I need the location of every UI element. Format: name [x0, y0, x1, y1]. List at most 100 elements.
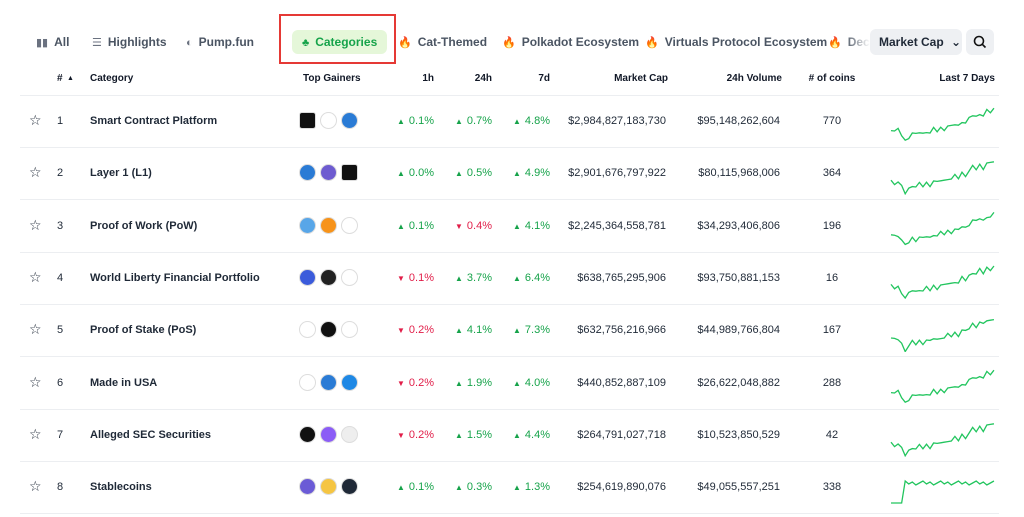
category-name[interactable]: Stablecoins: [90, 481, 152, 494]
sparkline-path: [890, 319, 995, 353]
trend-arrow: ▲: [455, 169, 463, 179]
volume: $44,989,766,804: [697, 324, 780, 337]
change-d7: ▲ 6.4%: [500, 271, 550, 286]
column-header[interactable]: 1h: [422, 73, 434, 84]
trend-arrow: ▲: [513, 326, 521, 336]
sparkline-path: [890, 107, 995, 141]
trend-arrow: ▼: [397, 378, 405, 388]
change-h1: ▼ 0.2%: [390, 376, 434, 391]
trend-arrow: ▼: [397, 326, 405, 336]
rank: 1: [57, 115, 64, 127]
tab-label: Virtuals Protocol Ecosystem: [664, 35, 828, 49]
category-name[interactable]: Made in USA: [90, 376, 158, 389]
trend-arrow: ▼: [397, 273, 405, 283]
column-header: Category: [90, 73, 134, 84]
category-name[interactable]: Smart Contract Platform: [90, 115, 218, 127]
volume: $80,115,968,006: [698, 167, 780, 180]
favorite-star[interactable]: ☆: [29, 373, 42, 390]
market-cap: $254,619,890,076: [577, 481, 666, 494]
favorite-star[interactable]: ☆: [29, 268, 42, 285]
tab-icon: 🔥: [828, 37, 842, 49]
gainer-icon: [341, 164, 358, 182]
tab[interactable]: ☰ Highlights: [92, 30, 167, 54]
category-name[interactable]: World Liberty Financial Portfolio: [90, 271, 260, 284]
change-value: 4.1%: [466, 324, 492, 337]
change-h1: ▲ 0.0%: [390, 166, 434, 181]
separator: [20, 461, 999, 462]
column-header[interactable]: # of coins: [808, 73, 856, 84]
separator: [20, 409, 999, 410]
gainer-icon: [299, 164, 316, 182]
change-value: 4.0%: [524, 376, 550, 389]
change-value: 6.4%: [524, 271, 550, 284]
change-value: 0.1%: [408, 115, 434, 127]
gainer-icon: [299, 268, 316, 286]
sort-select[interactable]: Market Cap ⌄: [870, 29, 962, 55]
volume: $93,750,881,153: [697, 271, 780, 284]
trend-arrow: ▲: [513, 430, 521, 440]
coin-count: 364: [822, 167, 842, 180]
gainer-icon: [299, 373, 316, 391]
favorite-star[interactable]: ☆: [29, 164, 42, 181]
volume: $26,622,048,882: [697, 376, 780, 389]
search-button[interactable]: [966, 29, 994, 55]
sparkline-path: [890, 369, 995, 403]
column-header: Last 7 Days: [939, 73, 995, 84]
tab[interactable]: 🔥 Virtuals Protocol Ecosystem: [645, 30, 827, 54]
column-header[interactable]: Market Cap: [614, 73, 668, 84]
favorite-star[interactable]: ☆: [29, 425, 42, 442]
sparkline: [890, 319, 995, 353]
trend-arrow: ▲: [455, 117, 463, 126]
change-value: 0.2%: [408, 324, 434, 337]
gainer-icon: [320, 216, 337, 234]
trend-arrow: ▲: [513, 273, 521, 283]
favorite-star[interactable]: ☆: [29, 478, 42, 495]
coin-count: 288: [822, 376, 842, 389]
column-header[interactable]: 24h: [474, 73, 492, 84]
column-header[interactable]: #: [57, 73, 63, 84]
change-h24: ▼ 0.4%: [440, 219, 492, 234]
tab[interactable]: ♣ Categories: [292, 30, 388, 54]
change-value: 0.7%: [466, 115, 492, 127]
gainer-icon: [341, 478, 358, 496]
sparkline: [890, 369, 995, 403]
tab[interactable]: ◐ Pump.fun: [186, 30, 254, 54]
change-d7: ▲ 4.1%: [500, 219, 550, 234]
column-header[interactable]: 24h Volume: [726, 73, 782, 84]
change-value: 0.3%: [466, 481, 492, 494]
category-name[interactable]: Layer 1 (L1): [90, 167, 152, 180]
change-h24: ▲ 0.7%: [440, 114, 492, 129]
category-name[interactable]: Alleged SEC Securities: [90, 428, 212, 441]
change-value: 4.8%: [524, 115, 550, 127]
tab[interactable]: 🔥 Polkadot Ecosystem: [502, 30, 639, 54]
trend-arrow: ▲: [455, 378, 463, 388]
category-name[interactable]: Proof of Stake (PoS): [90, 324, 197, 337]
tab-label: Pump.fun: [198, 35, 254, 49]
tab[interactable]: ▮▮ All: [36, 30, 69, 54]
tab-fade: [845, 28, 870, 56]
coin-count: 770: [822, 115, 842, 127]
category-name[interactable]: Proof of Work (PoW): [90, 219, 198, 232]
column-header[interactable]: 7d: [538, 73, 550, 84]
change-h1: ▲ 0.1%: [390, 219, 434, 234]
gainer-icon: [320, 268, 337, 286]
change-value: 4.9%: [524, 167, 550, 180]
favorite-star[interactable]: ☆: [29, 321, 42, 338]
change-h1: ▼ 0.2%: [390, 323, 434, 338]
change-value: 0.2%: [408, 428, 434, 441]
tab[interactable]: 🔥 Cat-Themed: [398, 30, 487, 54]
volume: $10,523,850,529: [697, 428, 780, 441]
trend-arrow: ▼: [397, 430, 405, 440]
gainer-icon: [341, 268, 358, 286]
market-cap: $2,245,364,558,781: [568, 219, 666, 232]
favorite-star[interactable]: ☆: [29, 216, 42, 233]
gainer-icon: [299, 216, 316, 234]
volume: $49,055,557,251: [697, 481, 780, 494]
change-d7: ▲ 4.0%: [500, 376, 550, 391]
tab-label: All: [54, 35, 70, 49]
trend-arrow: ▲: [397, 221, 405, 231]
favorite-star[interactable]: ☆: [29, 112, 42, 128]
separator: [20, 356, 999, 357]
change-value: 1.3%: [524, 481, 550, 494]
